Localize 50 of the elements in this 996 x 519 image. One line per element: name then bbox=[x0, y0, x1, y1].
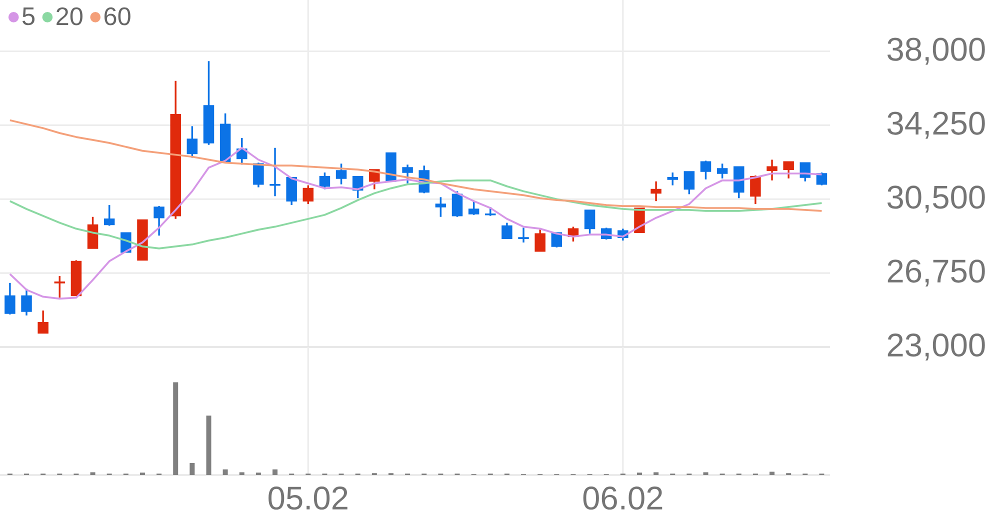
candlestick bbox=[667, 172, 678, 186]
candlestick bbox=[302, 184, 314, 205]
legend-label: 5 bbox=[22, 7, 35, 26]
y-tick-label: 30,500 bbox=[887, 186, 985, 213]
candlestick bbox=[186, 125, 198, 159]
candlestick bbox=[700, 160, 712, 180]
y-tick-label: 38,000 bbox=[887, 38, 985, 65]
bar bbox=[272, 469, 278, 475]
candlestick bbox=[716, 162, 728, 180]
legend-label: 20 bbox=[56, 7, 82, 26]
bar bbox=[770, 472, 775, 475]
candlestick bbox=[38, 310, 48, 334]
candlestick bbox=[154, 205, 164, 236]
candlestick bbox=[452, 190, 463, 218]
candlestick bbox=[402, 164, 413, 184]
bar bbox=[222, 469, 228, 475]
bar bbox=[239, 472, 244, 475]
bar bbox=[173, 382, 178, 475]
bar bbox=[654, 472, 659, 475]
candlestick bbox=[684, 170, 695, 196]
candlestick bbox=[253, 162, 264, 188]
candlestick bbox=[21, 288, 32, 316]
bar bbox=[90, 472, 96, 475]
y-tick-label: 26,750 bbox=[888, 260, 985, 287]
candlestick bbox=[650, 180, 662, 202]
bar bbox=[206, 416, 212, 475]
candlestick bbox=[87, 216, 98, 250]
candlestick bbox=[319, 172, 330, 190]
candlestick bbox=[336, 162, 347, 186]
candlestick bbox=[766, 158, 778, 182]
x-tick-label: 05.02 bbox=[268, 486, 348, 510]
candlestick bbox=[54, 275, 66, 299]
candlestick bbox=[502, 222, 512, 240]
legend-label: 60 bbox=[104, 7, 130, 26]
candlestick bbox=[435, 196, 446, 218]
candlestick bbox=[104, 204, 115, 227]
candlestick bbox=[468, 200, 480, 216]
bar bbox=[703, 472, 708, 475]
candlestick bbox=[4, 282, 16, 316]
candlestick bbox=[783, 160, 794, 180]
bar bbox=[190, 462, 195, 475]
candlestick bbox=[286, 176, 297, 206]
y-tick-label: 34,250 bbox=[887, 112, 985, 139]
candlestick bbox=[750, 174, 761, 205]
x-tick-label: 06.02 bbox=[583, 486, 662, 510]
y-tick-label: 23,000 bbox=[888, 334, 985, 360]
candlestick bbox=[816, 172, 828, 186]
candlestick bbox=[534, 228, 546, 252]
candlestick bbox=[584, 209, 596, 234]
candlestick bbox=[518, 226, 529, 244]
